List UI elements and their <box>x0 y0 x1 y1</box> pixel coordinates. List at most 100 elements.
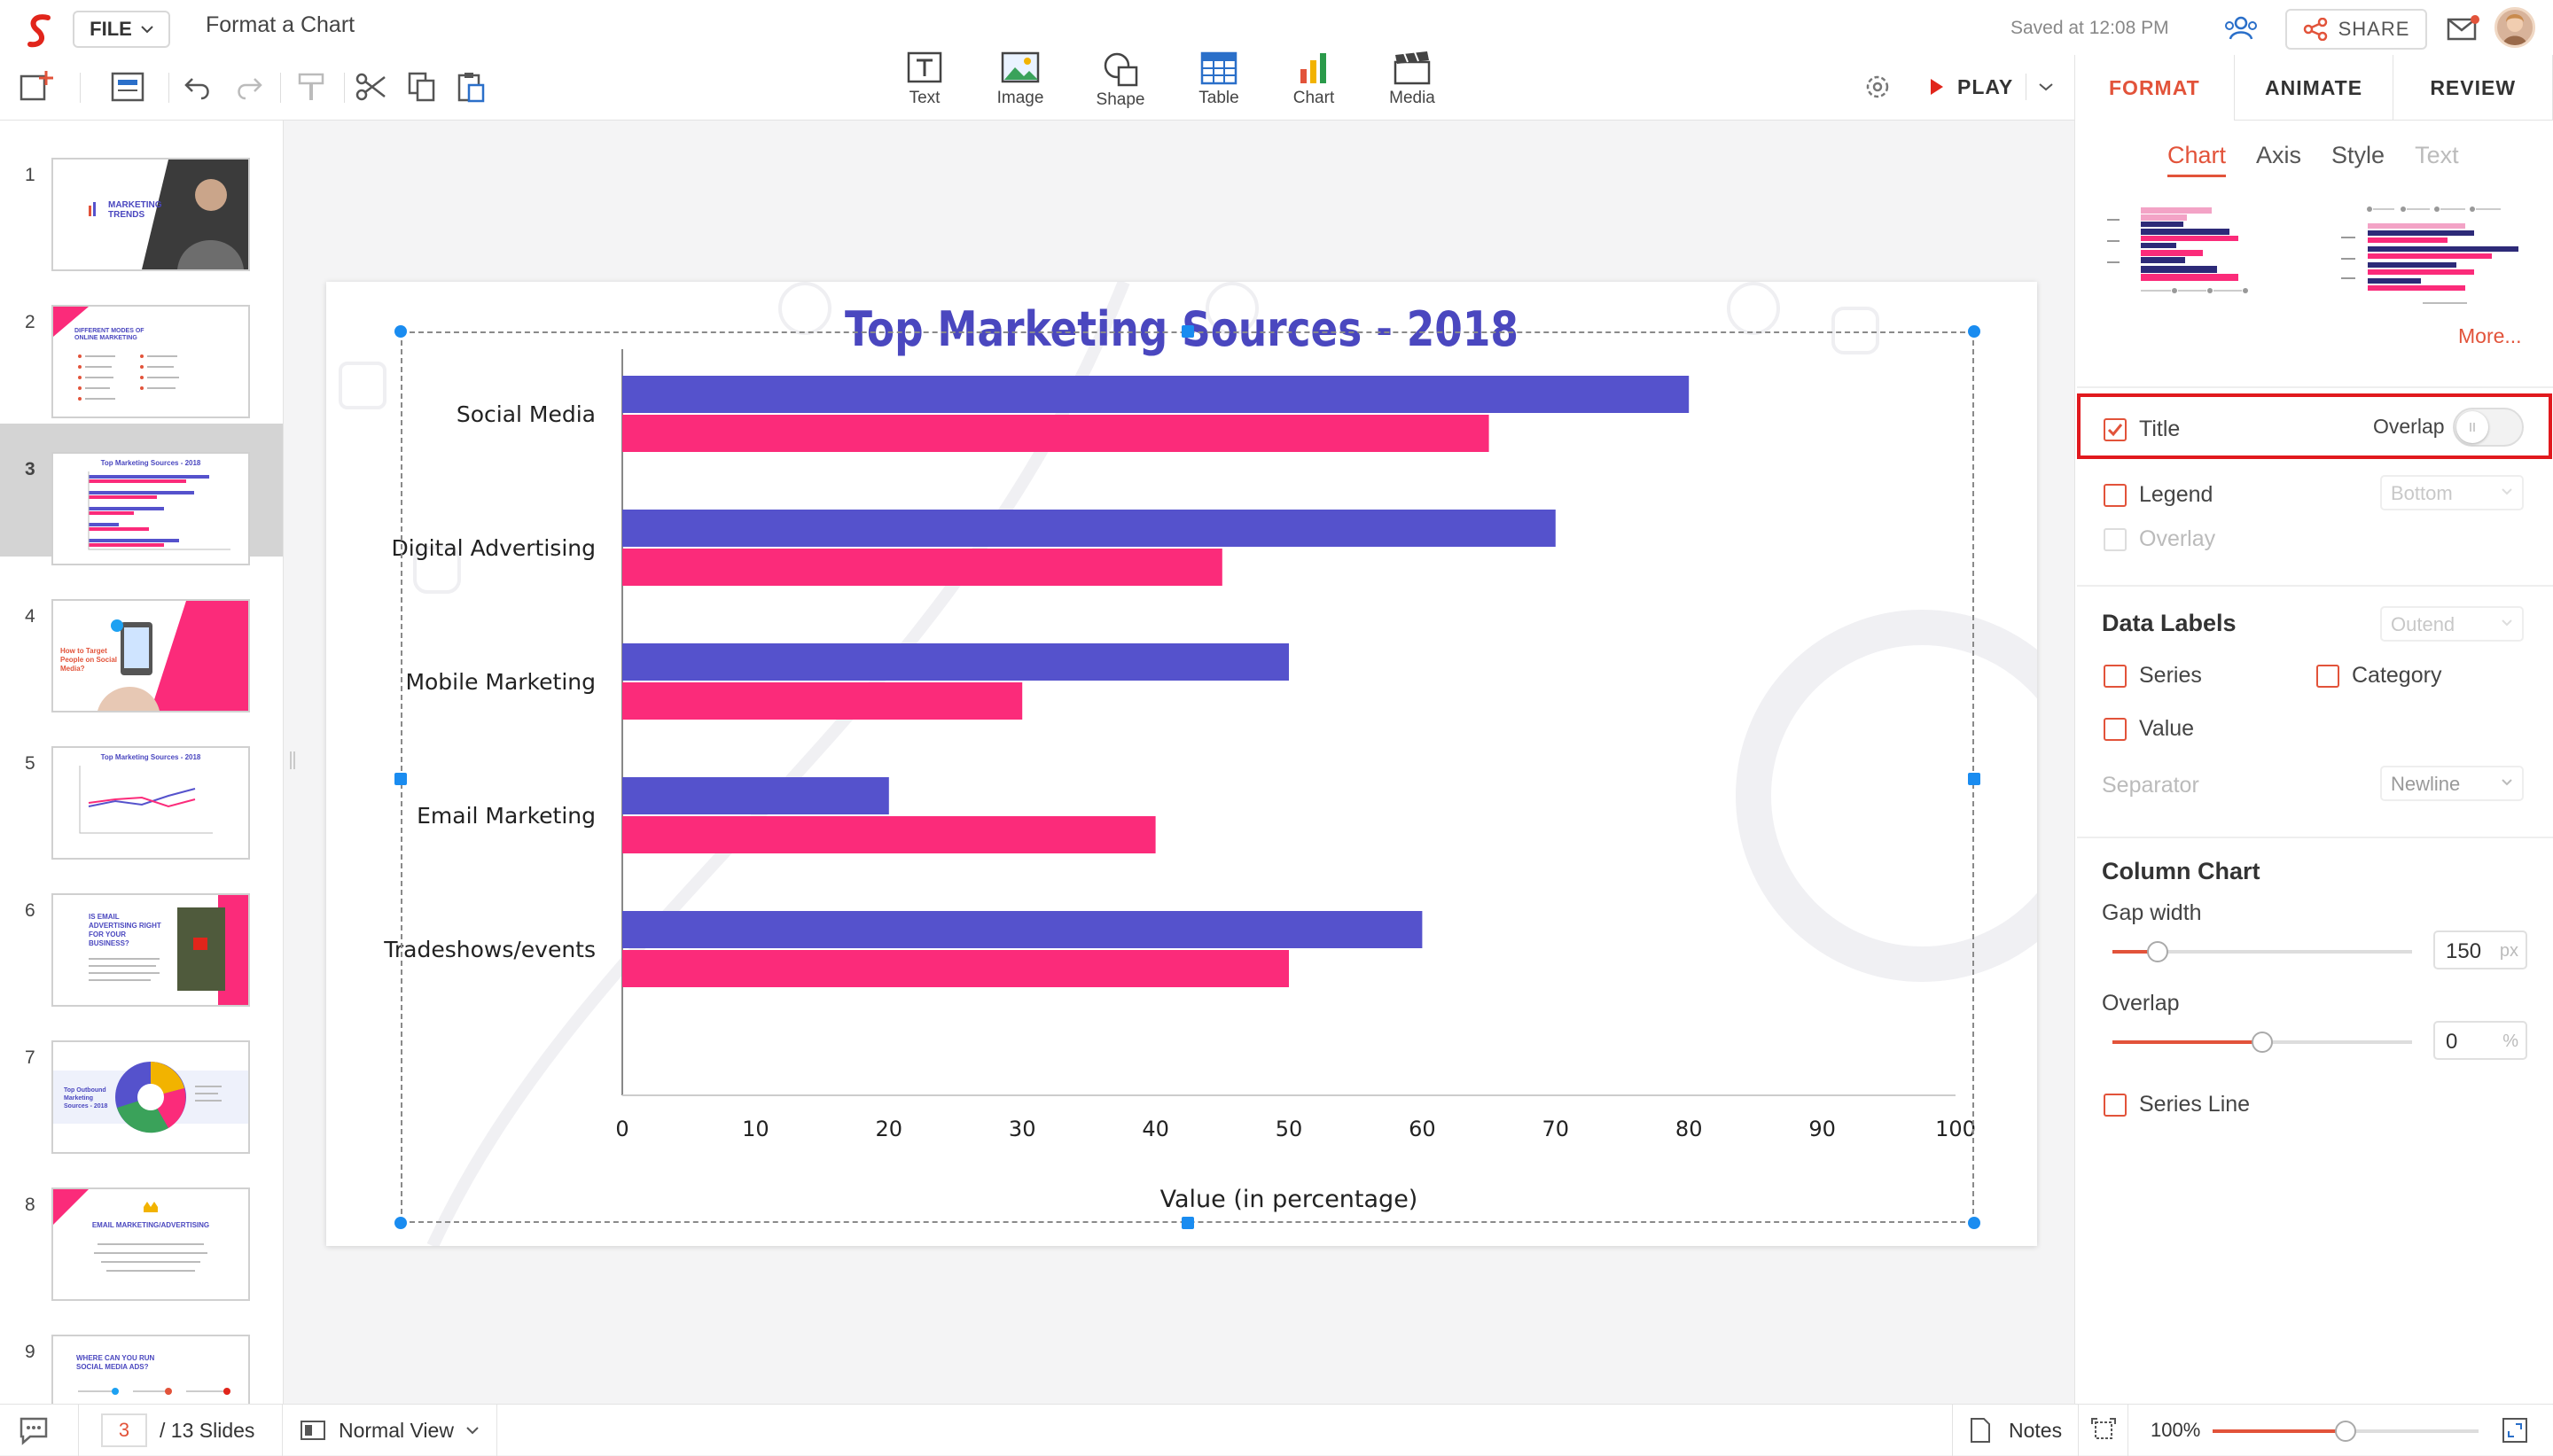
chevron-down-icon[interactable] <box>2039 82 2053 91</box>
overlay-checkbox[interactable] <box>2104 528 2127 551</box>
copy-icon[interactable] <box>402 69 441 105</box>
slide-preview: WHERE CAN YOU RUN SOCIAL MEDIA ADS? <box>51 1335 250 1404</box>
chevron-down-icon <box>2502 619 2512 627</box>
data-labels-position-select[interactable]: Outend <box>2380 606 2524 642</box>
fit-slide-icon[interactable] <box>2090 1417 2117 1444</box>
overlap-slider-knob[interactable] <box>2252 1032 2273 1053</box>
insert-media-button[interactable]: Media <box>1372 51 1452 113</box>
resize-handle-e[interactable] <box>1968 773 1980 785</box>
slide-preview: MARKETING TRENDS <box>51 158 250 271</box>
mail-icon[interactable] <box>2447 12 2480 44</box>
undo-icon[interactable] <box>179 69 218 105</box>
status-divider <box>1952 1405 1953 1456</box>
gap-width-slider[interactable] <box>2112 941 2412 962</box>
insert-shape-button[interactable]: Shape <box>1081 51 1160 113</box>
chart-layout-preset-1[interactable] <box>2102 202 2270 308</box>
tab-animate[interactable]: ANIMATE <box>2235 55 2394 121</box>
avatar[interactable] <box>2494 7 2535 48</box>
gap-width-slider-knob[interactable] <box>2146 941 2168 962</box>
series-label-checkbox[interactable] <box>2104 665 2127 688</box>
zoom-slider[interactable] <box>2213 1421 2479 1442</box>
gap-width-input[interactable]: 150 px <box>2433 930 2527 969</box>
toggle-knob <box>2456 411 2488 443</box>
slide-thumb-7[interactable]: 7 Top Outbound Marketing Sources - 2018 <box>0 1012 283 1154</box>
new-slide-icon[interactable] <box>18 69 57 105</box>
overlap-toggle[interactable] <box>2453 408 2524 447</box>
legend-position-select[interactable]: Bottom <box>2380 475 2524 510</box>
overlap-input[interactable]: 0 % <box>2433 1021 2527 1060</box>
chart-layout-preset-2[interactable] <box>2341 202 2527 308</box>
resize-handle-sw[interactable] <box>394 1217 407 1229</box>
insert-text-button[interactable]: Text <box>885 51 964 113</box>
legend-checkbox[interactable] <box>2104 484 2127 507</box>
slide-thumb-3[interactable]: 3 Top Marketing Sources - 2018 <box>0 424 283 565</box>
slide-thumb-2[interactable]: 2 DIFFERENT MODES OF ONLINE MARKETING <box>0 276 283 418</box>
slide-thumb-5[interactable]: 5 Top Marketing Sources - 2018 <box>0 718 283 860</box>
collaborators-icon[interactable] <box>2221 12 2260 44</box>
category-label-checkbox[interactable] <box>2316 665 2339 688</box>
file-menu-button[interactable]: FILE <box>73 11 170 48</box>
resize-handle-w[interactable] <box>394 773 407 785</box>
slide-canvas[interactable]: Top Marketing Sources - 2018 Social Media… <box>326 282 2037 1246</box>
paste-icon[interactable] <box>452 69 491 105</box>
share-button[interactable]: SHARE <box>2285 9 2427 50</box>
slide-preview-title: How to Target People on Social Media? <box>60 647 118 673</box>
value-label-checkbox[interactable] <box>2104 718 2127 741</box>
cut-icon[interactable] <box>351 69 390 105</box>
current-slide-input[interactable]: 3 <box>101 1413 147 1447</box>
series-line-checkbox[interactable] <box>2104 1094 2127 1117</box>
view-mode-select[interactable]: Normal View <box>300 1415 479 1445</box>
notes-label: Notes <box>2009 1418 2063 1442</box>
separator-select[interactable]: Newline <box>2380 766 2524 801</box>
panel-resize-handle[interactable] <box>290 751 295 769</box>
resize-handle-n[interactable] <box>1182 325 1194 338</box>
slide-preview: Top Marketing Sources - 2018 <box>51 452 250 565</box>
panel-divider <box>2077 386 2553 388</box>
title-checkbox[interactable] <box>2104 418 2127 441</box>
x-tick-label: 0 <box>615 1117 628 1141</box>
insert-chart-button[interactable]: Chart <box>1274 51 1354 113</box>
slide-thumb-4[interactable]: 4 How to Target People on Social Media? <box>0 571 283 712</box>
more-presets-link[interactable]: More... <box>2458 324 2522 347</box>
title-option-highlight <box>2077 393 2552 459</box>
slide-preview-title: EMAIL MARKETING/ADVERTISING <box>91 1221 210 1229</box>
zoom-slider-knob[interactable] <box>2335 1421 2356 1442</box>
overlap-slider[interactable] <box>2112 1032 2412 1053</box>
overlap-unit: % <box>2502 1032 2518 1051</box>
resize-handle-s[interactable] <box>1182 1217 1194 1229</box>
insert-image-button[interactable]: Image <box>980 51 1060 113</box>
slide-number: 4 <box>25 606 35 627</box>
subtab-text[interactable]: Text <box>2415 142 2459 168</box>
subtab-chart[interactable]: Chart <box>2167 142 2227 177</box>
document-title[interactable]: Format a Chart <box>206 12 355 37</box>
slide-thumb-9[interactable]: 9 WHERE CAN YOU RUN SOCIAL MEDIA ADS? <box>0 1306 283 1404</box>
comments-icon[interactable] <box>18 1415 50 1445</box>
slide-thumb-1[interactable]: 1 MARKETING TRENDS <box>0 129 283 271</box>
tab-format[interactable]: FORMAT <box>2075 55 2235 121</box>
chart-selection-box[interactable] <box>401 331 1974 1223</box>
fullscreen-icon[interactable] <box>2502 1417 2528 1444</box>
resize-handle-se[interactable] <box>1968 1217 1980 1229</box>
gap-width-label: Gap width <box>2102 900 2202 925</box>
resize-handle-ne[interactable] <box>1968 325 1980 338</box>
subtab-axis[interactable]: Axis <box>2256 142 2302 168</box>
subtab-style[interactable]: Style <box>2331 142 2385 168</box>
panel-tabs: FORMAT ANIMATE REVIEW <box>2074 55 2553 121</box>
overlap-toggle-label: Overlap <box>2373 415 2445 438</box>
slide-preview: IS EMAIL ADVERTISING RIGHT FOR YOUR BUSI… <box>51 893 250 1007</box>
tab-review[interactable]: REVIEW <box>2393 55 2553 121</box>
toolbar-divider <box>280 73 281 103</box>
notes-button[interactable]: Notes <box>1970 1415 2062 1445</box>
play-button[interactable]: PLAY <box>1929 69 2053 105</box>
format-painter-icon[interactable] <box>293 69 332 105</box>
slide-thumb-8[interactable]: 8 EMAIL MARKETING/ADVERTISING <box>0 1159 283 1301</box>
resize-handle-nw[interactable] <box>394 325 407 338</box>
settings-gear-icon[interactable] <box>1858 69 1897 105</box>
redo-icon[interactable] <box>229 69 268 105</box>
insert-table-button[interactable]: Table <box>1179 51 1259 113</box>
chevron-down-icon <box>2502 779 2512 786</box>
layout-icon[interactable] <box>108 69 147 105</box>
slide-thumb-6[interactable]: 6 IS EMAIL ADVERTISING RIGHT FOR YOUR BU… <box>0 865 283 1007</box>
category-label: Category <box>2352 663 2442 688</box>
